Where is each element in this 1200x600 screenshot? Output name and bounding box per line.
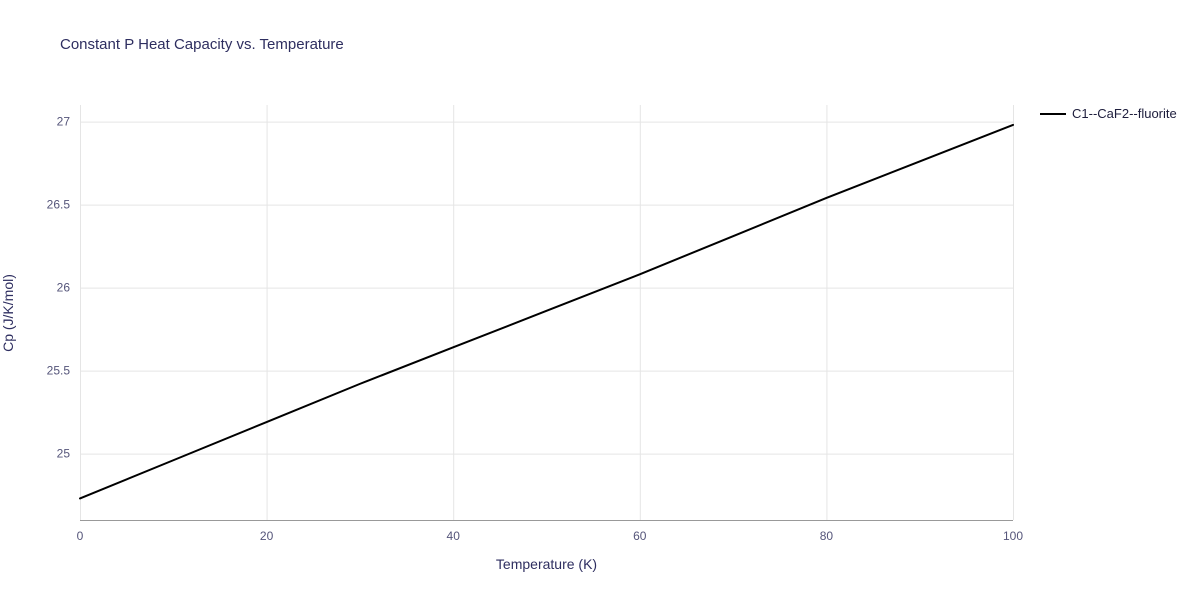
y-tick-label: 26.5 <box>47 198 71 212</box>
chart-title: Constant P Heat Capacity vs. Temperature <box>60 36 344 53</box>
x-tick-label: 80 <box>820 529 834 543</box>
series-line <box>79 123 1014 500</box>
legend: C1--CaF2--fluorite <box>1040 106 1177 121</box>
x-tick-label: 0 <box>77 529 84 543</box>
legend-line-swatch <box>1040 112 1066 115</box>
x-tick-label: 40 <box>447 529 461 543</box>
y-tick-label: 27 <box>57 115 71 129</box>
y-tick-label: 26 <box>57 281 71 295</box>
x-tick-label: 100 <box>1003 529 1023 543</box>
y-tick-label: 25 <box>57 447 71 461</box>
x-tick-label: 20 <box>260 529 274 543</box>
x-tick-label: 60 <box>633 529 647 543</box>
x-axis-title: Temperature (K) <box>495 556 598 572</box>
legend-entry-label[interactable]: C1--CaF2--fluorite <box>1072 106 1177 121</box>
y-tick-label: 25.5 <box>47 364 71 378</box>
y-axis-title: Cp (J/K/mol) <box>0 274 16 352</box>
